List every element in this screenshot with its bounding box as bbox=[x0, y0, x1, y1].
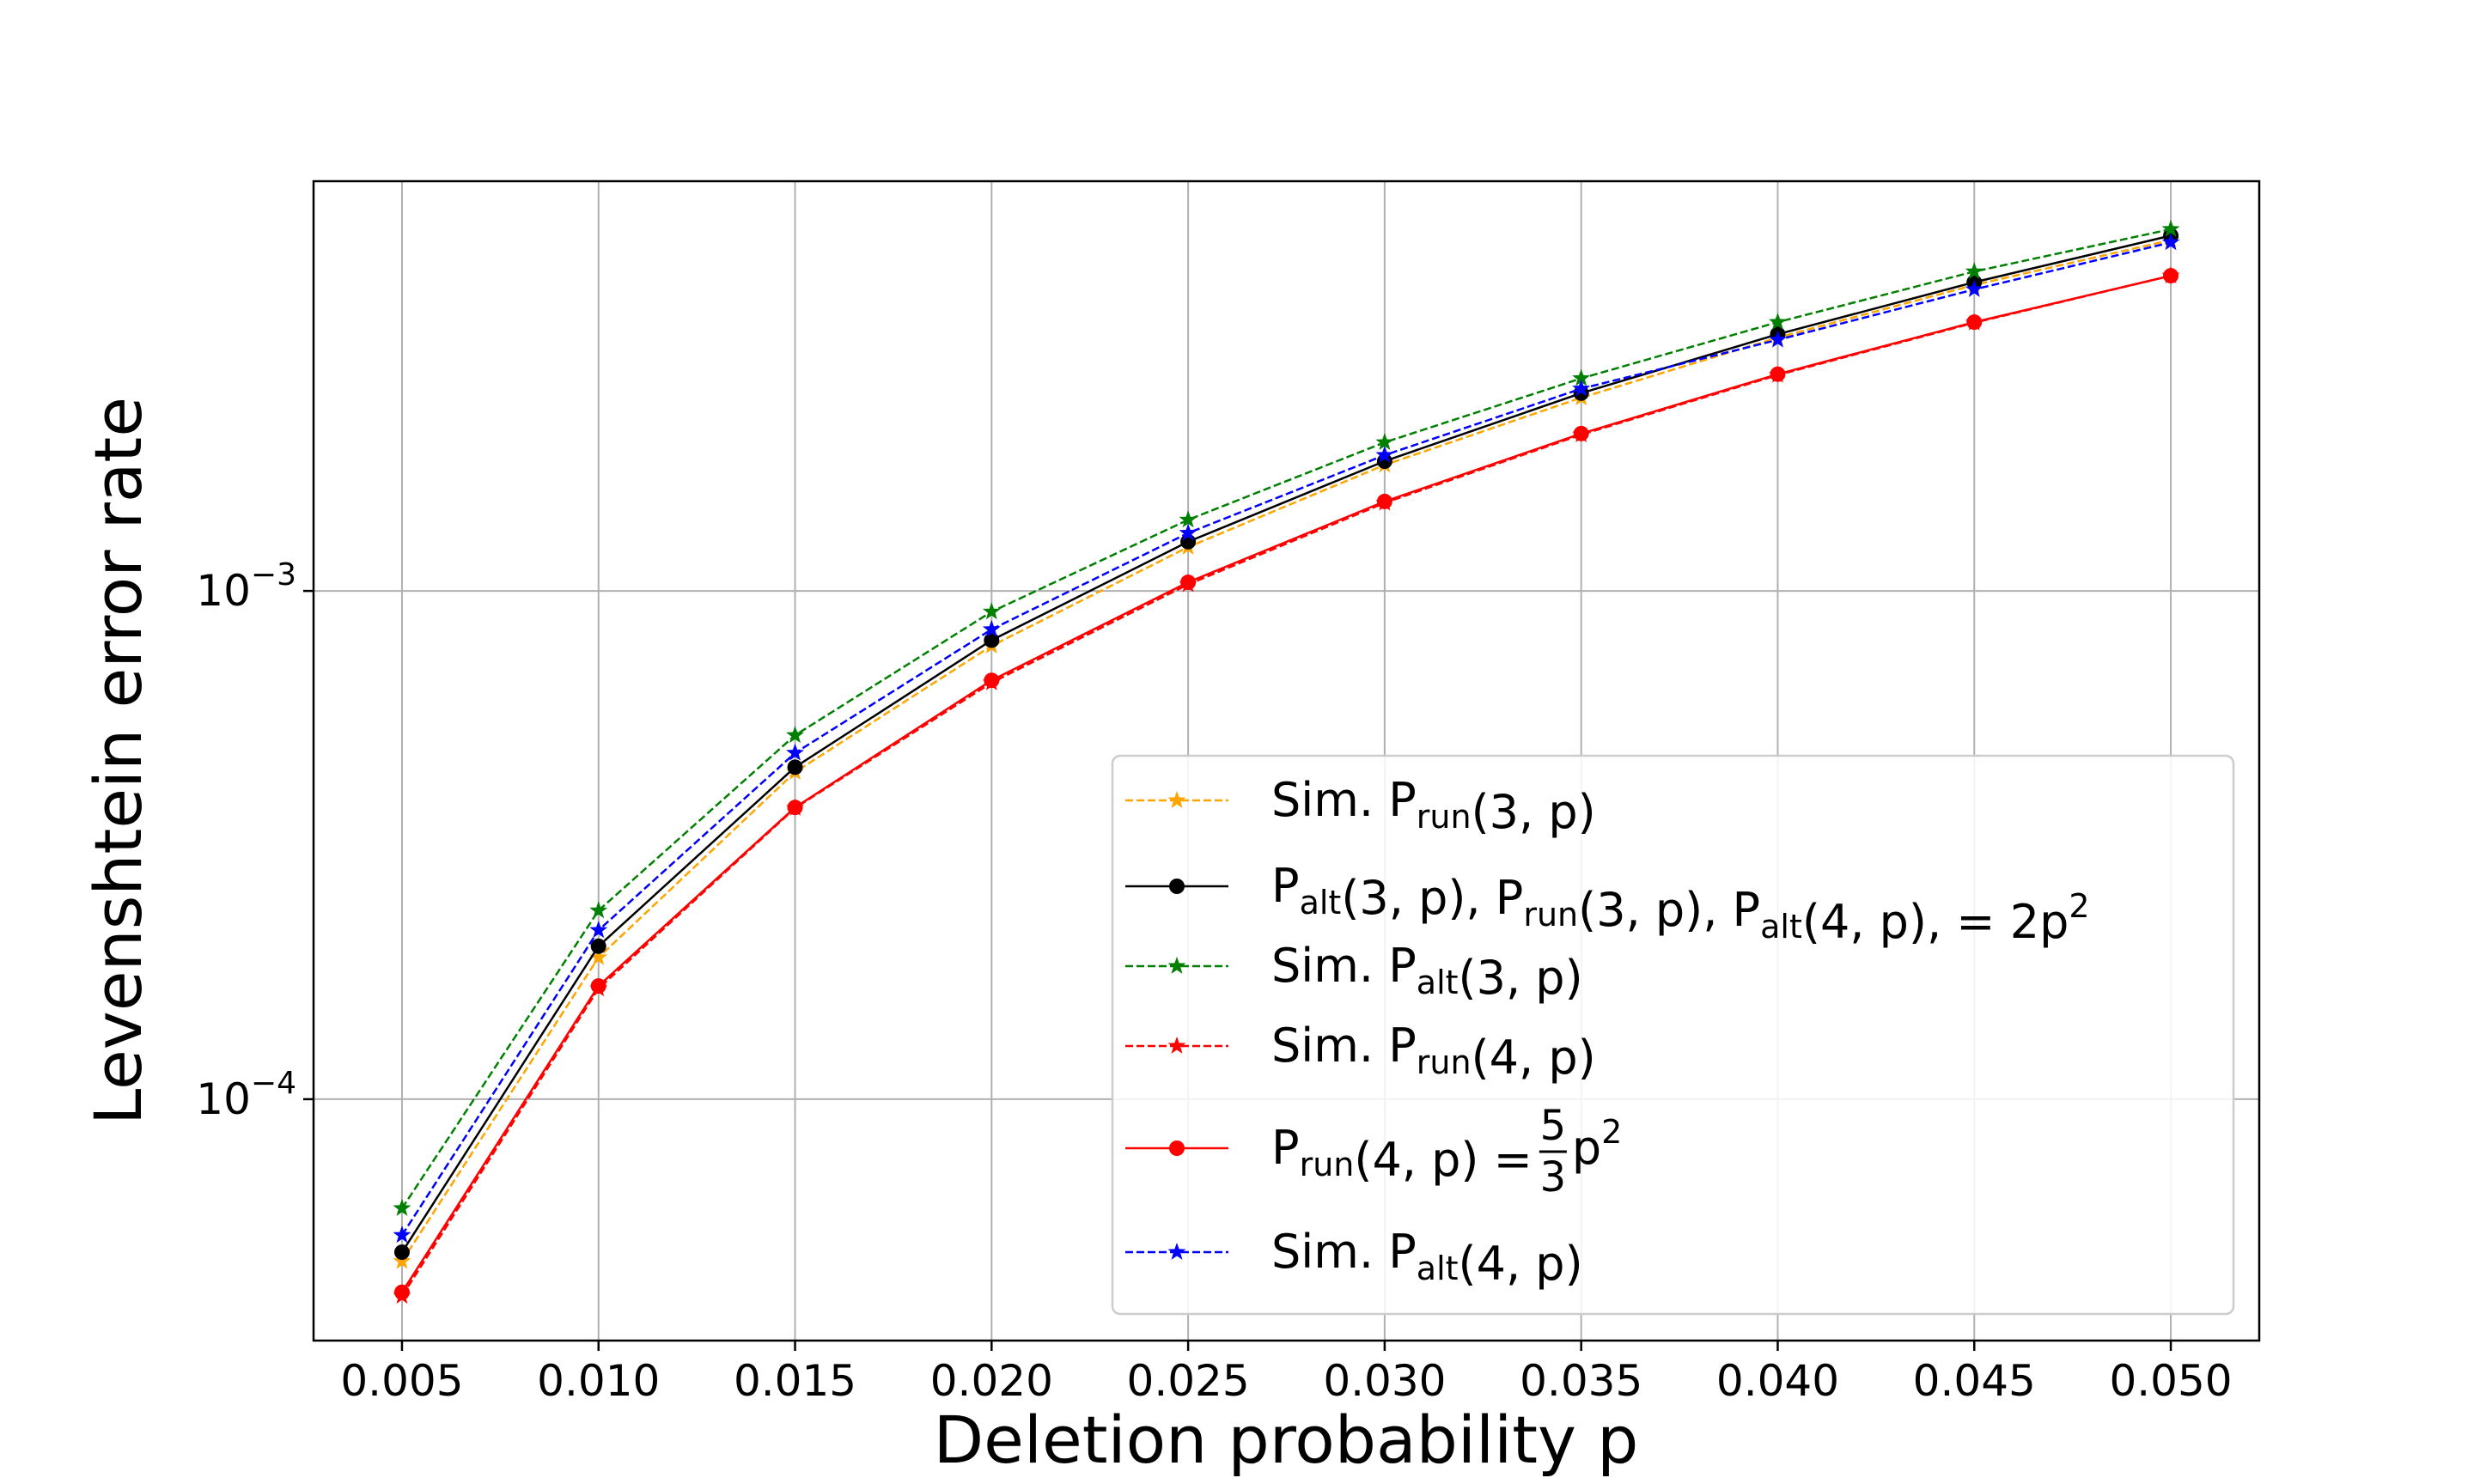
data-point bbox=[393, 1251, 411, 1269]
data-point bbox=[589, 901, 608, 919]
data-point bbox=[1179, 510, 1197, 528]
data-point bbox=[787, 759, 803, 775]
data-point bbox=[984, 672, 1000, 689]
legend-marker bbox=[1167, 1037, 1186, 1054]
data-point bbox=[393, 1199, 411, 1216]
data-point bbox=[982, 602, 1001, 620]
legend-marker bbox=[1167, 957, 1186, 974]
x-tick-label: 0.010 bbox=[537, 1356, 660, 1406]
legend-fraction-numerator: 5 bbox=[1540, 1102, 1567, 1150]
data-point bbox=[1375, 446, 1394, 463]
x-axis-label: Deletion probability p bbox=[934, 1402, 1639, 1478]
legend-label: Prun(4, p) = bbox=[1271, 1121, 1533, 1187]
data-point bbox=[787, 800, 803, 816]
data-point bbox=[1965, 280, 1983, 297]
data-point bbox=[786, 726, 804, 744]
legend-entry-2: Palt(3, p), Prun(3, p), Palt(4, p), = 2p… bbox=[1125, 859, 2090, 949]
data-point bbox=[1572, 379, 1591, 397]
ticks: 0.005 0.010 0.015 0.020 0.025 0.030 0.035 0.040… bbox=[196, 557, 2232, 1406]
x-tick-label: 0.050 bbox=[2109, 1356, 2232, 1406]
data-point bbox=[1965, 262, 1983, 280]
x-tick-label: 0.030 bbox=[1323, 1356, 1446, 1406]
data-point bbox=[393, 1284, 410, 1300]
x-tick-label: 0.005 bbox=[340, 1356, 463, 1406]
data-point bbox=[1573, 425, 1589, 441]
legend-box bbox=[1111, 754, 2235, 1316]
data-point bbox=[589, 947, 608, 965]
legend-marker bbox=[1169, 879, 1185, 894]
series-line bbox=[400, 228, 2172, 1209]
data-point bbox=[1572, 368, 1591, 386]
series-6 bbox=[393, 233, 2180, 1244]
legend-label: Sim. Prun(4, p) bbox=[1271, 1019, 1596, 1085]
legend-fraction-denominator: 3 bbox=[1540, 1153, 1567, 1201]
legend-marker bbox=[1167, 791, 1186, 808]
legend-entry-3: Sim. Palt(3, p) bbox=[1125, 939, 1583, 1005]
series-5 bbox=[393, 268, 2179, 1300]
x-tick-label: 0.025 bbox=[1127, 1356, 1250, 1406]
series-line bbox=[400, 239, 2172, 1262]
y-tick-label: 10−4 bbox=[196, 1066, 296, 1124]
x-tick-label: 0.015 bbox=[734, 1356, 856, 1406]
legend-label-tail: p2 bbox=[1572, 1113, 1622, 1175]
data-point bbox=[589, 921, 608, 939]
series-line bbox=[400, 241, 2172, 1236]
x-tick-label: 0.020 bbox=[930, 1356, 1053, 1406]
data-point bbox=[590, 978, 606, 994]
legend-label: Sim. Prun(3, p) bbox=[1271, 773, 1596, 839]
y-axis-label: Levenshtein error rate bbox=[80, 397, 156, 1125]
data-point bbox=[1179, 523, 1197, 541]
data-point bbox=[786, 743, 804, 761]
legend-entry-1: Sim. Prun(3, p) bbox=[1125, 773, 1596, 839]
legend-entry-4: Sim. Prun(4, p) bbox=[1125, 1019, 1596, 1085]
data-point bbox=[2163, 268, 2179, 284]
data-point bbox=[393, 1244, 410, 1261]
x-tick-label: 0.035 bbox=[1520, 1356, 1642, 1406]
legend-marker bbox=[1169, 1140, 1185, 1156]
series-line bbox=[400, 234, 2172, 1253]
series-line bbox=[400, 274, 2172, 1293]
data-point bbox=[1769, 330, 1787, 348]
data-point bbox=[1966, 314, 1983, 331]
legend-entry-6: Sim. Palt(4, p) bbox=[1125, 1225, 1583, 1291]
legend-label: Sim. Palt(4, p) bbox=[1271, 1225, 1583, 1291]
data-point bbox=[393, 1226, 411, 1244]
x-tick-label: 0.040 bbox=[1716, 1356, 1839, 1406]
data-point bbox=[982, 619, 1001, 637]
data-point bbox=[1770, 366, 1786, 382]
data-point bbox=[590, 938, 606, 954]
data-point bbox=[1769, 313, 1787, 330]
data-point bbox=[1180, 575, 1197, 591]
series-3 bbox=[393, 219, 2180, 1216]
y-tick-label: 10−3 bbox=[196, 557, 296, 616]
x-tick-label: 0.045 bbox=[1913, 1356, 2036, 1406]
legend-label: Palt(3, p), Prun(3, p), Palt(4, p), = 2p… bbox=[1271, 859, 2090, 949]
legend-label: Sim. Palt(3, p) bbox=[1271, 939, 1583, 1005]
series-layer bbox=[393, 219, 2180, 1304]
data-point bbox=[2161, 233, 2180, 251]
data-point bbox=[984, 632, 1000, 648]
data-point bbox=[1376, 493, 1392, 509]
data-point bbox=[2161, 219, 2180, 237]
data-point bbox=[1375, 433, 1394, 450]
legend-marker bbox=[1167, 1243, 1186, 1260]
plot-frame bbox=[312, 179, 2261, 1342]
legend: Sim. Prun(3, p) Palt(3, p), Prun(3, p), P… bbox=[1111, 754, 2235, 1316]
